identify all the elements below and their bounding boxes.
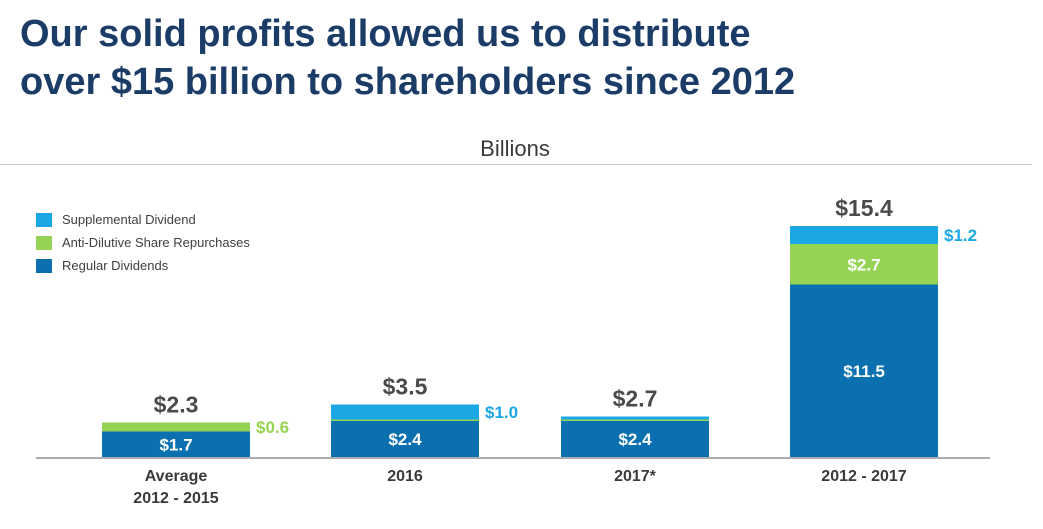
page-title: Our solid profits allowed us to distribu… [20,10,795,106]
category-label-0-1: 2012 - 2015 [133,490,219,507]
legend-swatch-regular [36,258,52,273]
bar-repurchases-2 [561,419,709,421]
data-label-regular-2: $2.4 [618,430,652,449]
legend-label-regular: Regular Dividends [62,258,169,273]
category-label-3-0: 2012 - 2017 [821,468,907,485]
total-label-3: $15.4 [835,195,893,221]
legend-item-repurchases: Anti-Dilutive Share Repurchases [36,231,250,254]
bar-repurchases-1 [331,419,479,421]
bar-repurchases-0 [102,422,250,432]
bar-repurchases-3 [790,244,938,285]
bar-regular-2 [561,421,709,457]
legend-label-repurchases: Anti-Dilutive Share Repurchases [62,235,250,250]
category-label-2-0: 2017* [614,468,657,485]
bar-supplemental-3 [790,226,938,244]
category-label-0-0: Average [145,468,208,485]
category-label-1-0: 2016 [387,468,423,485]
legend-swatch-supplemental [36,212,52,227]
bar-regular-3 [790,284,938,457]
data-label-repurchases-0: $0.6 [256,418,289,437]
bar-regular-1 [331,421,479,457]
data-label-supplemental-3: $1.2 [944,226,977,245]
data-label-supplemental-1: $1.0 [485,403,518,422]
bar-supplemental-2 [561,416,709,420]
total-label-1: $3.5 [383,374,428,400]
legend-label-supplemental: Supplemental Dividend [62,212,196,227]
total-label-2: $2.7 [613,386,658,412]
title-line-1: Our solid profits allowed us to distribu… [20,13,751,55]
data-label-regular-0: $1.7 [159,435,192,454]
data-label-repurchases-3: $2.7 [847,255,880,274]
bar-supplemental-1 [331,404,479,420]
chart-legend: Supplemental Dividend Anti-Dilutive Shar… [36,208,250,277]
legend-swatch-repurchases [36,235,52,250]
divider [0,164,1032,165]
legend-item-regular: Regular Dividends [36,254,250,277]
units-label: Billions [480,136,550,161]
data-label-regular-3: $11.5 [843,362,885,381]
total-label-0: $2.3 [154,392,199,418]
title-line-2: over $15 billion to shareholders since 2… [20,61,796,103]
data-label-regular-1: $2.4 [388,430,422,449]
bar-regular-0 [102,431,250,457]
legend-item-supplemental: Supplemental Dividend [36,208,250,231]
